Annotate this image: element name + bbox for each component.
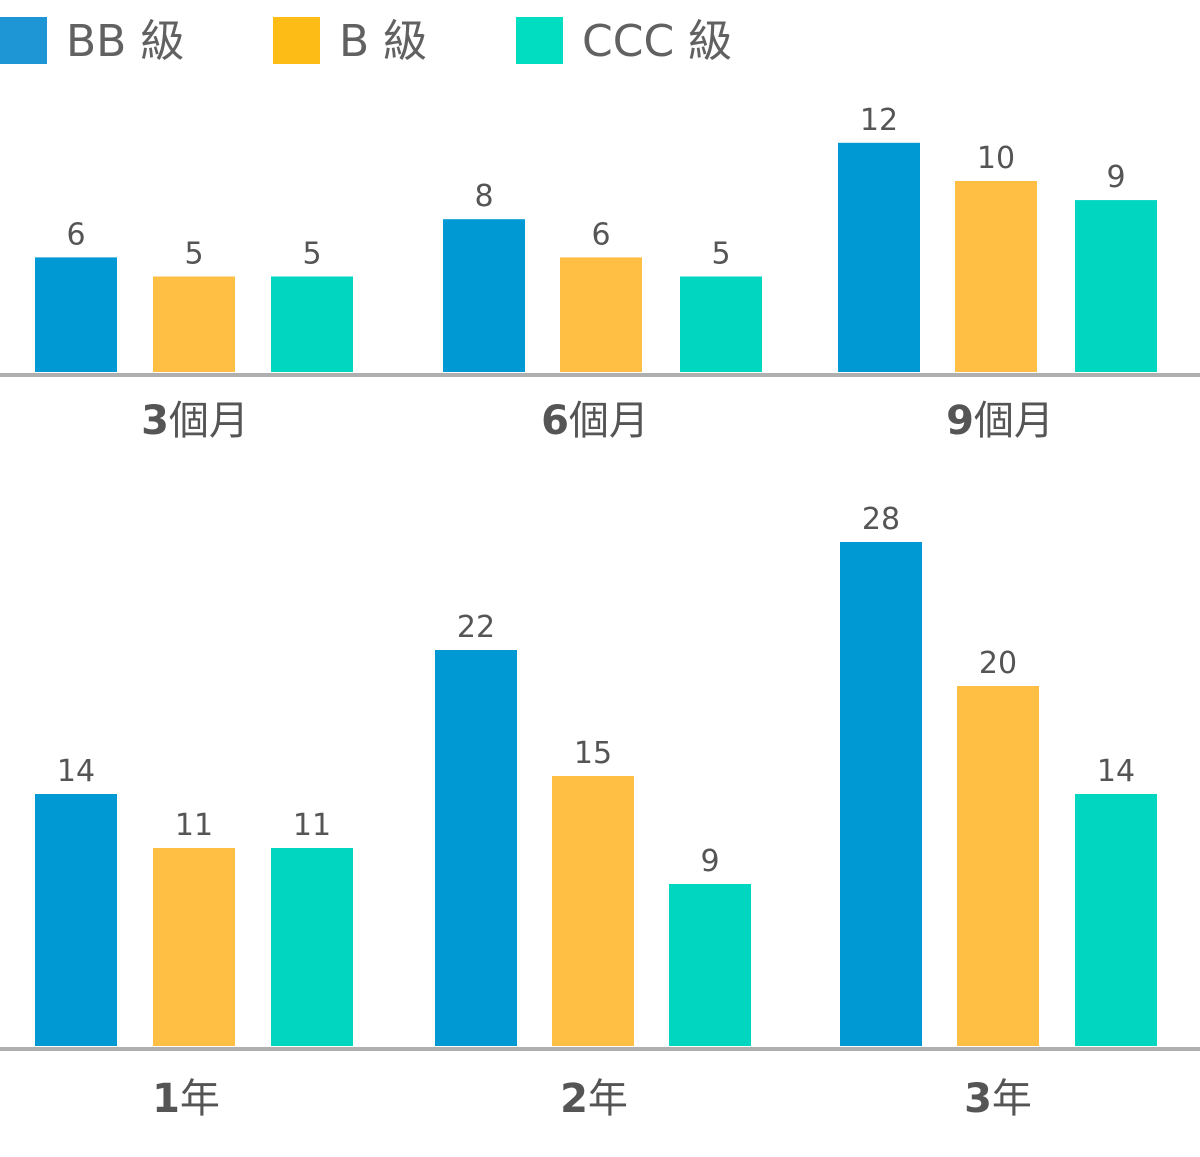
data-label: 14 bbox=[1097, 754, 1135, 789]
data-label: 11 bbox=[293, 808, 331, 843]
bar bbox=[840, 542, 922, 1046]
x-axis-line bbox=[0, 1047, 1200, 1051]
legend-swatch bbox=[516, 17, 563, 64]
bar bbox=[153, 848, 235, 1046]
bar bbox=[955, 181, 1037, 372]
x-axis-line bbox=[0, 373, 1200, 377]
bar bbox=[669, 884, 751, 1046]
bar-group: 28 20 14 bbox=[840, 502, 1157, 1046]
bar bbox=[35, 794, 117, 1046]
legend-item: B 級 bbox=[273, 16, 427, 67]
category-label: 3個月 bbox=[141, 398, 249, 444]
data-label: 6 bbox=[66, 217, 85, 252]
data-label: 11 bbox=[175, 808, 213, 843]
bar-group: 22 15 9 bbox=[435, 610, 751, 1046]
bar bbox=[35, 257, 117, 372]
bar bbox=[1075, 200, 1157, 372]
bar bbox=[271, 276, 353, 372]
bar bbox=[552, 776, 634, 1046]
bar bbox=[838, 142, 920, 372]
legend-label: CCC 級 bbox=[582, 16, 732, 67]
data-label: 9 bbox=[1106, 160, 1125, 195]
bar bbox=[435, 650, 517, 1046]
category-label: 3年 bbox=[964, 1076, 1032, 1122]
category-label: 6個月 bbox=[541, 398, 649, 444]
data-label: 15 bbox=[574, 736, 612, 771]
bar-group: 8 6 5 bbox=[443, 179, 762, 372]
data-label: 8 bbox=[474, 179, 493, 214]
data-label: 10 bbox=[977, 141, 1015, 176]
legend-item: BB 級 bbox=[0, 16, 184, 67]
data-label: 9 bbox=[700, 844, 719, 879]
category-label: 1年 bbox=[152, 1076, 220, 1122]
bar bbox=[153, 276, 235, 372]
data-label: 12 bbox=[860, 103, 898, 138]
data-label: 28 bbox=[862, 502, 900, 537]
bar-group: 12 10 9 bbox=[838, 103, 1157, 372]
bar bbox=[443, 219, 525, 372]
bar bbox=[680, 276, 762, 372]
bar bbox=[560, 257, 642, 372]
legend: BB 級 B 級 CCC 級 bbox=[0, 16, 732, 67]
legend-item: CCC 級 bbox=[516, 16, 732, 67]
bar-group: 14 11 11 bbox=[35, 754, 353, 1046]
category-label: 9個月 bbox=[946, 398, 1054, 444]
bar-group: 6 5 5 bbox=[35, 217, 353, 372]
bar bbox=[957, 686, 1039, 1046]
data-label: 6 bbox=[591, 217, 610, 252]
chart-panel-years: 14 11 11 1年 22 15 9 2年 28 20 14 3年 bbox=[0, 502, 1200, 1122]
data-label: 22 bbox=[457, 610, 495, 645]
legend-swatch bbox=[0, 17, 47, 64]
data-label: 5 bbox=[184, 237, 203, 272]
chart-panel-months: 6 5 5 3個月 8 6 5 6個月 12 10 9 9個月 bbox=[0, 103, 1200, 444]
legend-label: B 級 bbox=[339, 16, 427, 67]
data-label: 5 bbox=[711, 237, 730, 272]
bar bbox=[271, 848, 353, 1046]
data-label: 5 bbox=[302, 237, 321, 272]
legend-swatch bbox=[273, 17, 320, 64]
legend-label: BB 級 bbox=[66, 16, 184, 67]
data-label: 14 bbox=[57, 754, 95, 789]
bar bbox=[1075, 794, 1157, 1046]
data-label: 20 bbox=[979, 646, 1017, 681]
category-label: 2年 bbox=[560, 1076, 628, 1122]
